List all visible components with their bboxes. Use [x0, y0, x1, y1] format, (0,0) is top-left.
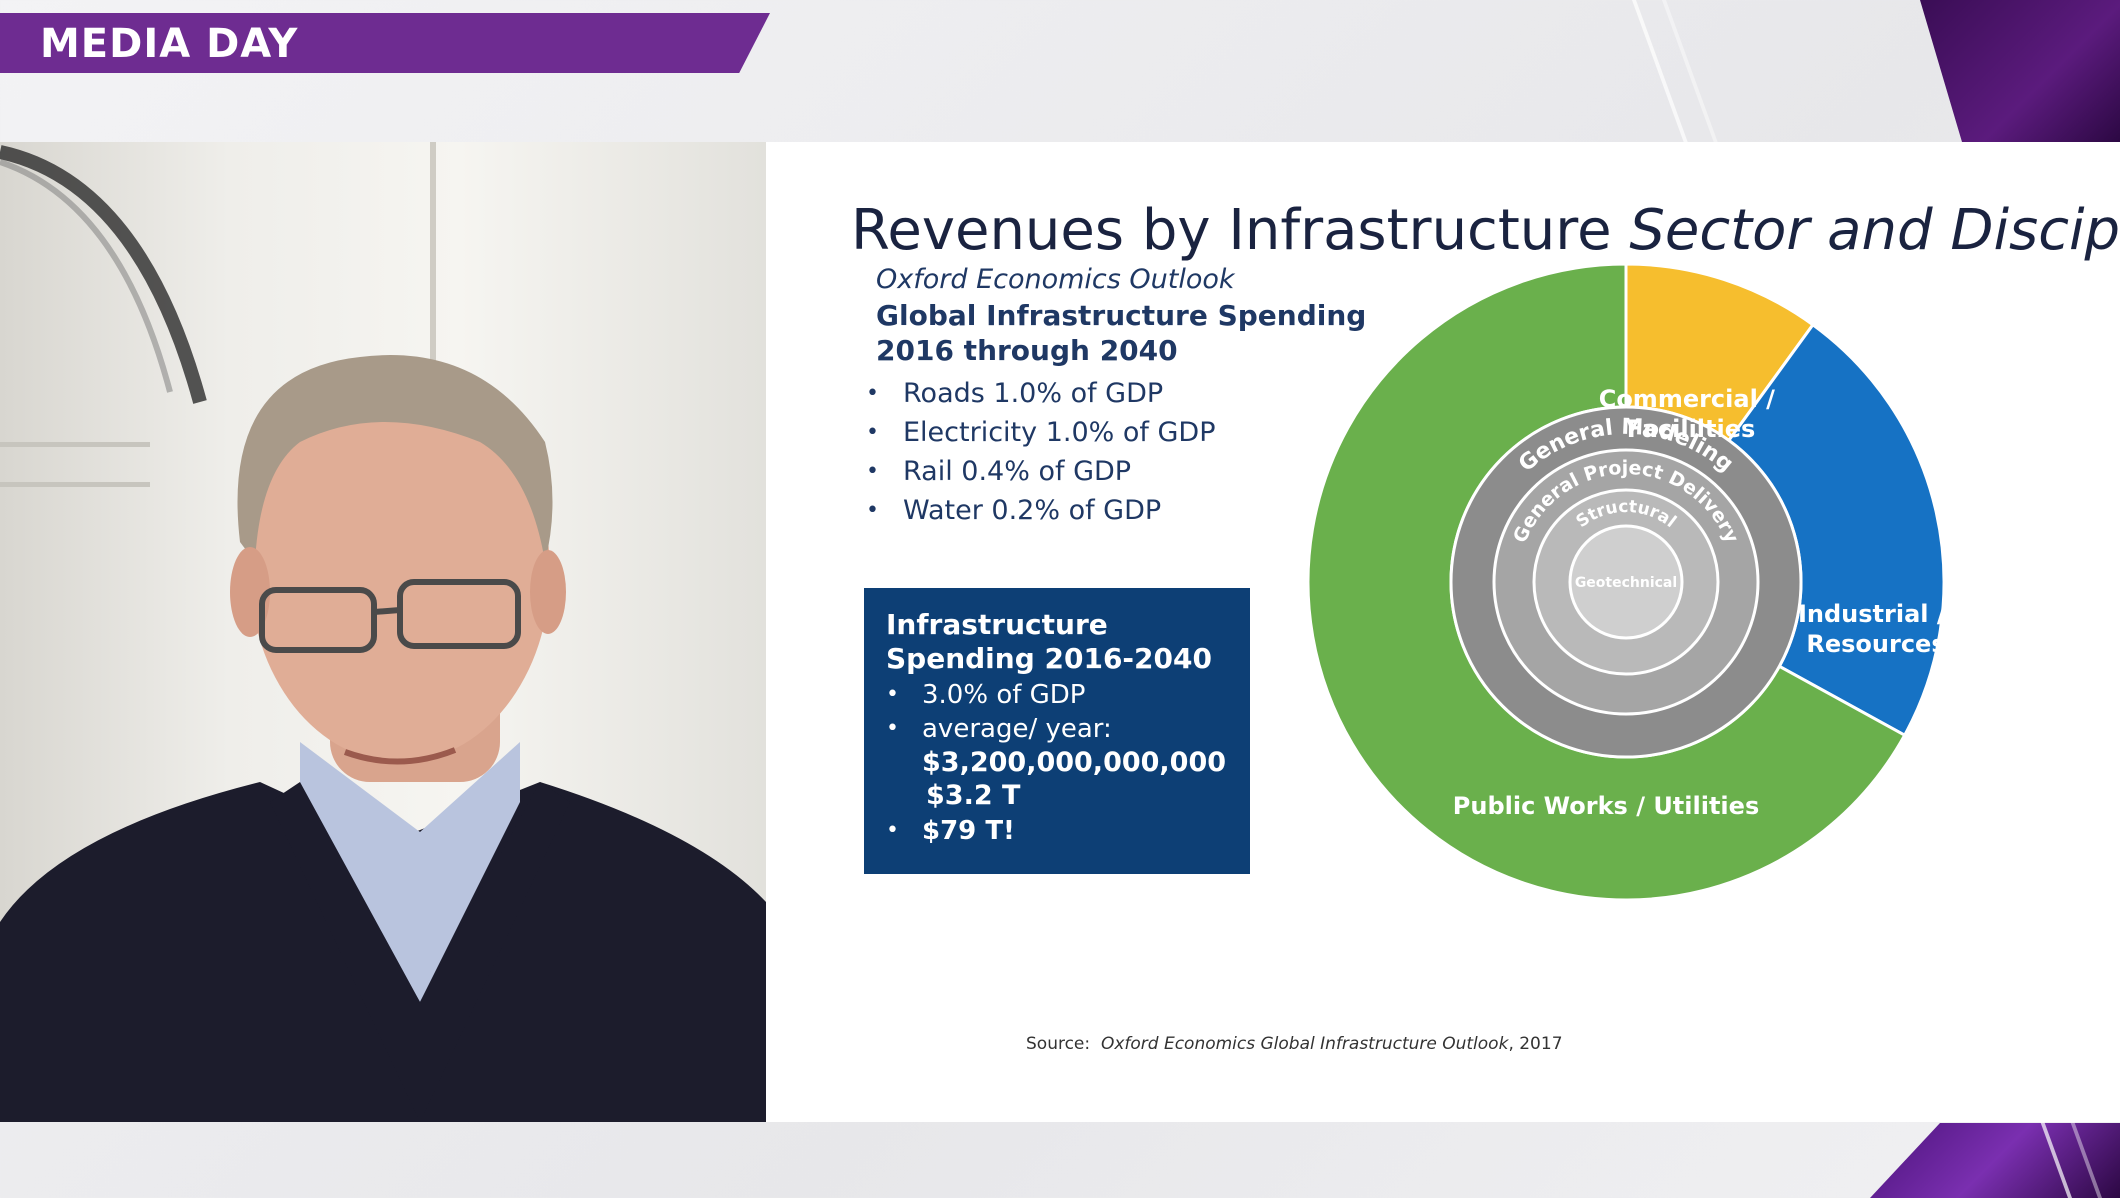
list-item: • Electricity 1.0% of GDP — [866, 417, 1216, 448]
discipline-ring-3 — [1568, 524, 1684, 640]
discipline-label-3: Geotechnical — [1575, 575, 1677, 591]
list-item: • $79 T! — [886, 816, 1015, 846]
label-industrial-line2: Resources — [1806, 630, 1945, 658]
list-item: • 3.0% of GDP — [886, 680, 1086, 710]
list-item: • Roads 1.0% of GDP — [866, 378, 1164, 409]
gdp-bullet-list: • Roads 1.0% of GDP • Electricity 1.0% of … — [866, 374, 1215, 530]
slide-title-plain: Revenues by Infrastructure — [851, 198, 1630, 263]
label-industrial: Industrial / Resources — [1798, 600, 1954, 658]
presentation-slide: Revenues by Infrastructure Sector and Di… — [766, 142, 2120, 1122]
corner-decoration-top — [1920, 0, 2120, 142]
box-list: • 3.0% of GDP • average/ year: — [886, 678, 1228, 746]
section-title: Global Infrastructure Spending 2016 thro… — [876, 299, 1367, 367]
list-item: • Rail 0.4% of GDP — [866, 456, 1132, 487]
source-year: , 2017 — [1508, 1034, 1563, 1054]
annual-amount: $3,200,000,000,000 — [922, 747, 1227, 778]
total-amount: $79 T! — [922, 816, 1015, 846]
list-item: • Water 0.2% of GDP — [866, 495, 1162, 526]
spending-summary-box: Infrastructure Spending 2016-2040 • 3.0% … — [864, 588, 1250, 874]
box-list-total: • $79 T! — [886, 814, 1228, 848]
corner-decoration-bottom — [1870, 1123, 2120, 1198]
speaker-video — [0, 142, 766, 1122]
annual-amount-short: $3.2 T — [926, 780, 1021, 811]
label-commercial: Commercial / Facililties — [1599, 385, 1784, 443]
slide-subtitle: Oxford Economics Outlook — [876, 264, 1235, 295]
chart-labels: Commercial / Facililties Industrial / Re… — [1453, 385, 1954, 820]
label-public-works: Public Works / Utilities — [1453, 792, 1759, 820]
banner-label: MEDIA DAY — [40, 21, 299, 67]
slide-title: Revenues by Infrastructure Sector and Di… — [851, 198, 2120, 263]
label-commercial-line2: Facililties — [1627, 415, 1756, 443]
label-commercial-line1: Commercial / — [1599, 385, 1775, 413]
source-title: Oxford Economics Global Infrastructure O… — [1100, 1034, 1509, 1054]
label-industrial-line1: Industrial / — [1798, 600, 1946, 628]
box-title: Infrastructure Spending 2016-2040 — [886, 608, 1212, 675]
list-item: • average/ year: — [886, 714, 1112, 744]
speaker-illustration — [0, 142, 766, 1122]
slide-title-italic: Sector and Discipline — [1629, 198, 2120, 263]
media-day-banner: MEDIA DAY — [0, 13, 770, 73]
source-citation: Source: Oxford Economics Global Infrastr… — [1026, 1034, 1563, 1054]
